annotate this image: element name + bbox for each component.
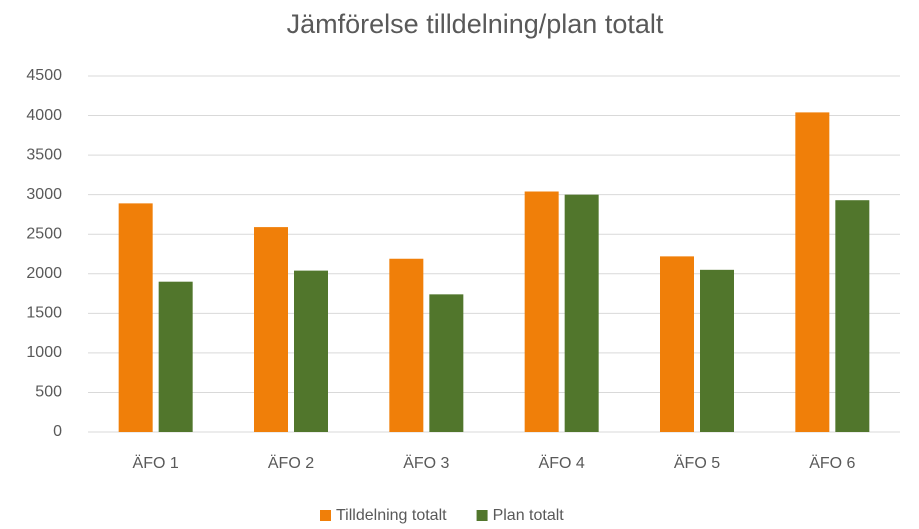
- y-tick-label: 3000: [26, 186, 62, 203]
- x-tick-label: ÄFO 5: [674, 454, 720, 472]
- legend-swatch: [320, 510, 331, 521]
- y-tick-label: 500: [35, 384, 62, 401]
- x-tick-label: ÄFO 3: [403, 454, 449, 472]
- y-tick-label: 1500: [26, 305, 62, 322]
- bar: [524, 191, 559, 432]
- x-tick-label: ÄFO 4: [539, 454, 585, 472]
- y-tick-label: 4500: [26, 67, 62, 84]
- x-tick-label: ÄFO 1: [133, 454, 179, 472]
- bar: [835, 200, 870, 432]
- bar: [158, 281, 193, 432]
- y-tick-label: 2000: [26, 265, 62, 282]
- bar: [254, 227, 288, 432]
- x-tick-label: ÄFO 6: [809, 454, 855, 472]
- legend-label: Tilldelning totalt: [336, 507, 447, 524]
- legend-swatch: [476, 510, 488, 521]
- chart-title: Jämförelse tilldelning/plan totalt: [287, 9, 664, 39]
- legend-label: Plan totalt: [493, 507, 565, 524]
- y-tick-label: 2500: [26, 225, 62, 242]
- y-tick-label: 3500: [26, 146, 62, 163]
- bar: [660, 256, 694, 432]
- bar: [429, 294, 464, 432]
- bar: [795, 112, 830, 432]
- y-tick-label: 0: [53, 423, 62, 440]
- y-tick-label: 4000: [26, 107, 62, 124]
- bar: [700, 269, 734, 432]
- bar: [389, 258, 424, 432]
- bar: [118, 203, 153, 432]
- y-tick-label: 1000: [26, 344, 62, 361]
- bar: [294, 270, 328, 432]
- bar: [564, 194, 599, 432]
- x-tick-label: ÄFO 2: [268, 454, 314, 472]
